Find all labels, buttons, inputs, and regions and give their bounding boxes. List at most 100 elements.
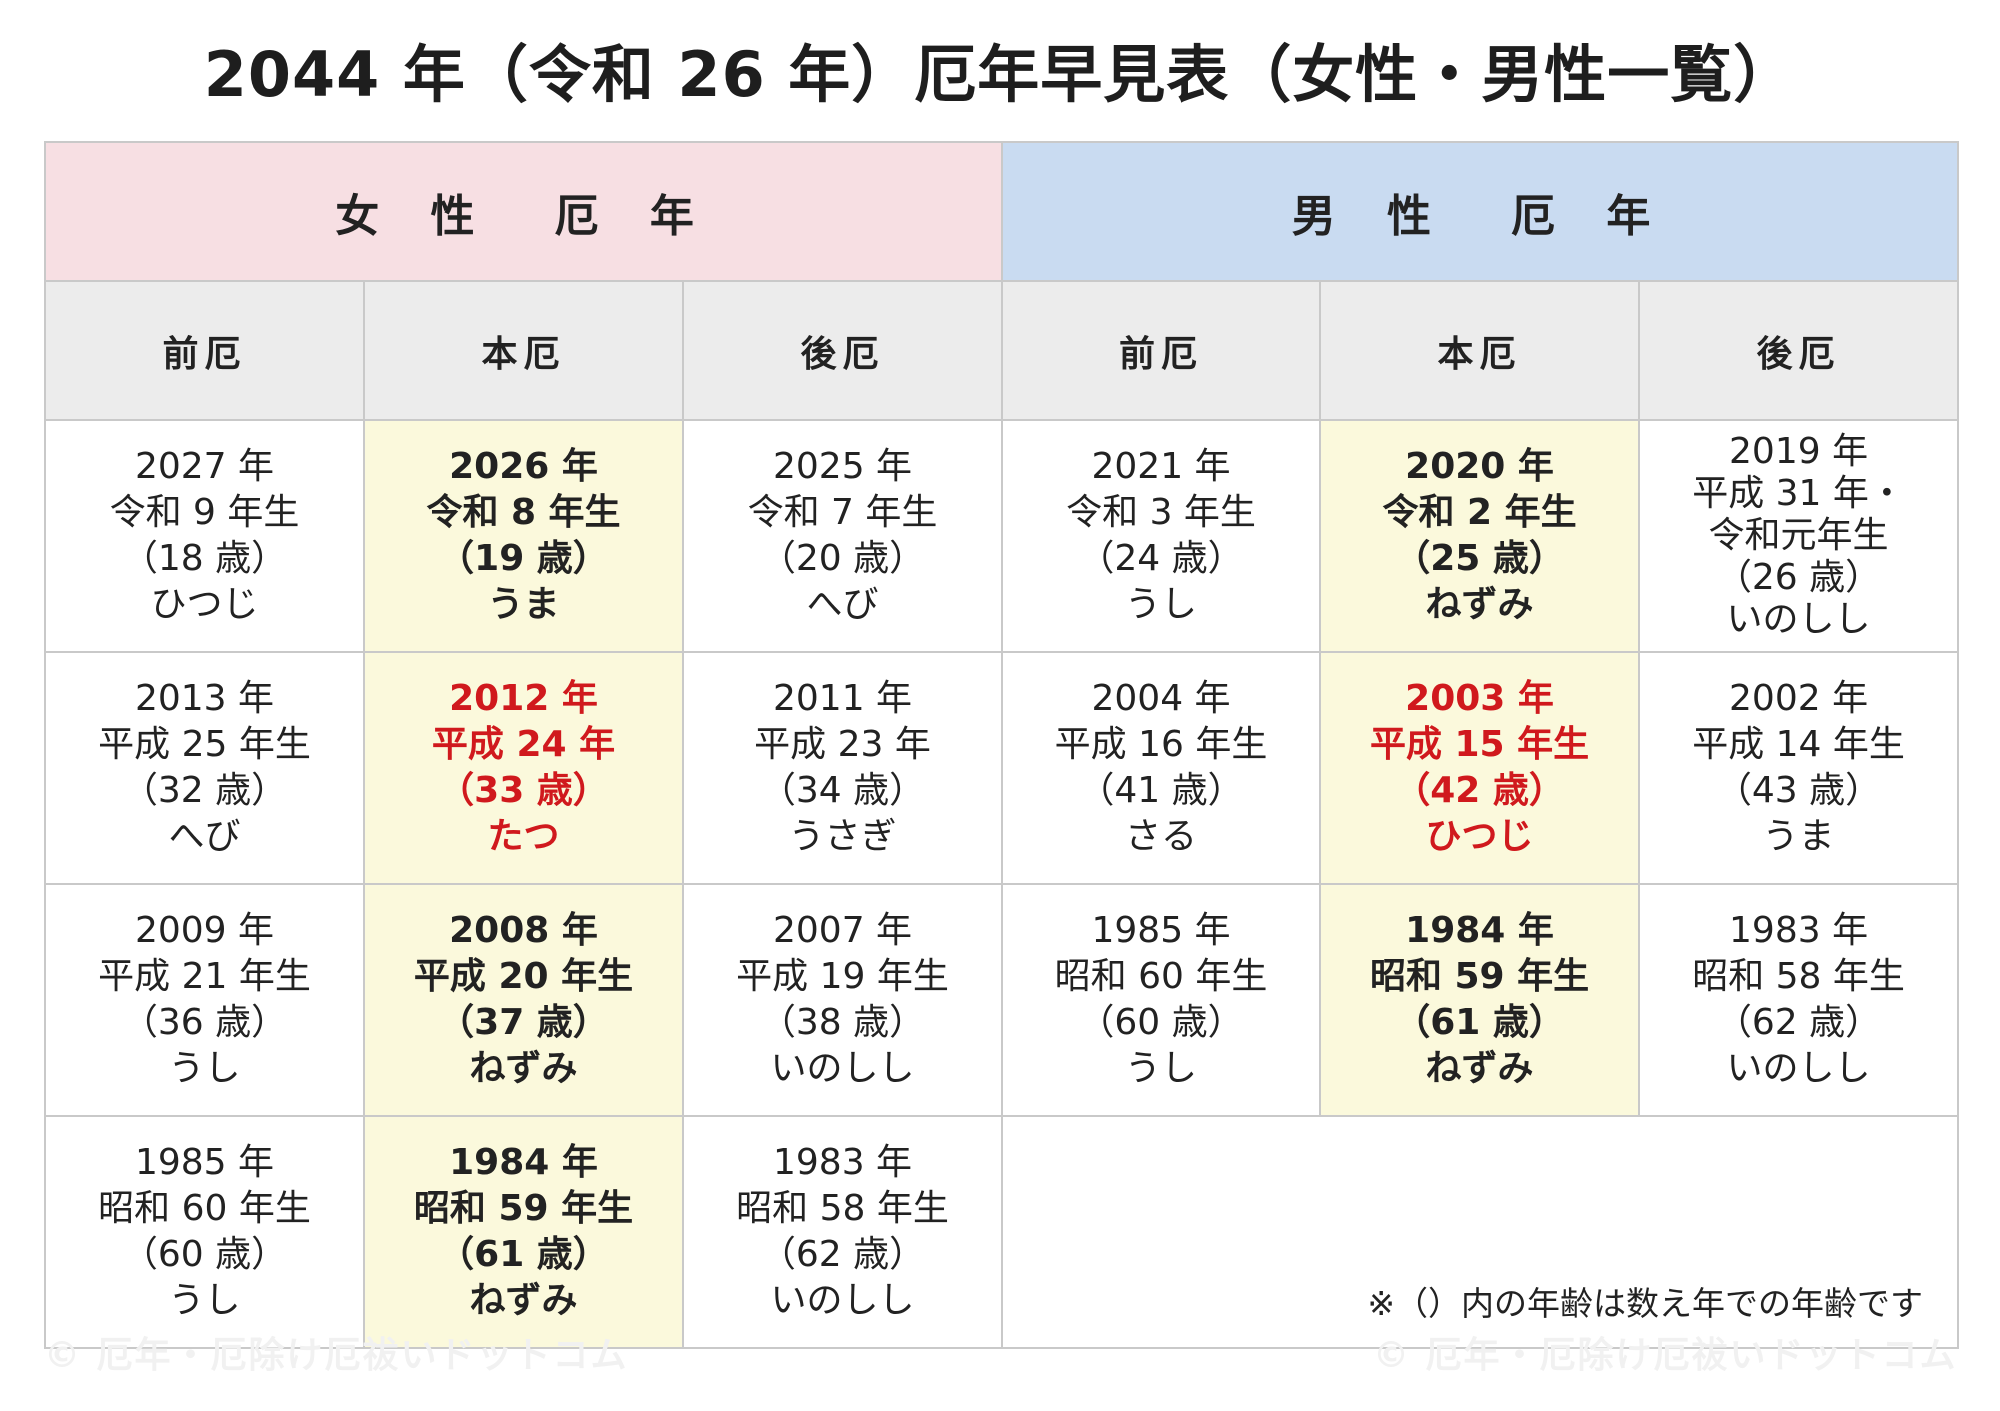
male-honyaku-header: 本厄 — [1319, 280, 1641, 421]
zodiac-text: たつ — [487, 816, 560, 857]
year-text: 2021 年 — [1091, 446, 1231, 487]
birth-era-text: 平成 24 年 — [431, 724, 616, 765]
birth-era-text: 平成 25 年生 — [98, 724, 311, 765]
birth-era-text: 平成 20 年生 — [413, 956, 634, 997]
male-honyaku-cell: 2020 年 令和 2 年生 （25 歳） ねずみ — [1319, 419, 1641, 653]
age-text: （34 歳） — [759, 770, 926, 811]
male-yakudoshi-header: 男 性 厄 年 — [1001, 141, 1960, 282]
birth-era-text: 昭和 60 年生 — [98, 1188, 311, 1229]
birth-era-text: 昭和 58 年生 — [1692, 956, 1905, 997]
age-text: （60 歳） — [1078, 1002, 1244, 1043]
female-maeyaku-cell: 2009 年 平成 21 年生 （36 歳） うし — [44, 883, 365, 1117]
year-text: 2007 年 — [772, 910, 913, 951]
birth-era-text: 令和 7 年生 — [747, 492, 938, 533]
female-atoyaku-cell: 2025 年 令和 7 年生 （20 歳） へび — [681, 419, 1004, 653]
male-maeyaku-cell: 1985 年 昭和 60 年生 （60 歳） うし — [1001, 883, 1322, 1117]
female-atoyaku-cell: 1983 年 昭和 58 年生 （62 歳） いのしし — [681, 1115, 1004, 1349]
male-maeyaku-cell: 2021 年 令和 3 年生 （24 歳） うし — [1001, 419, 1322, 653]
zodiac-text: ねずみ — [1425, 584, 1534, 625]
age-text: （25 歳） — [1394, 538, 1565, 579]
age-text: （41 歳） — [1078, 770, 1244, 811]
age-text: （61 歳） — [1394, 1002, 1565, 1043]
page-title: 2044 年（令和 26 年）厄年早見表（女性・男性一覧） — [203, 38, 1797, 111]
birth-era-text: 昭和 59 年生 — [413, 1188, 634, 1229]
birth-era-text: 令和 2 年生 — [1382, 492, 1577, 533]
table-row: 2013 年 平成 25 年生 （32 歳） へび 2012 年 平成 24 年… — [44, 651, 1960, 885]
year-text: 2008 年 — [449, 910, 598, 951]
year-text: 1983 年 — [1729, 910, 1869, 951]
female-atoyaku-header: 後厄 — [681, 280, 1004, 421]
birth-era-text: 昭和 58 年生 — [736, 1188, 949, 1229]
note-cell: ※（）内の年齢は数え年での年齢です — [1001, 1115, 1960, 1349]
birth-era-text: 平成 15 年生 — [1369, 724, 1590, 765]
year-text: 2002 年 — [1729, 678, 1869, 719]
year-text: 2011 年 — [772, 678, 913, 719]
zodiac-text: いのしし — [1726, 599, 1871, 640]
female-honyaku-header: 本厄 — [363, 280, 684, 421]
birth-era-text: 令和 9 年生 — [109, 492, 300, 533]
zodiac-text: ねずみ — [469, 1280, 578, 1321]
female-yakudoshi-header: 女 性 厄 年 — [43, 141, 1004, 282]
female-maeyaku-cell: 1985 年 昭和 60 年生 （60 歳） うし — [44, 1115, 365, 1349]
female-atoyaku-cell: 2011 年 平成 23 年 （34 歳） うさぎ — [681, 651, 1004, 885]
birth-era-text: 令和元年生 — [1708, 515, 1889, 556]
age-note: ※（）内の年齢は数え年での年齢です — [1367, 1284, 1924, 1323]
age-text: （42 歳） — [1394, 770, 1565, 811]
zodiac-text: ねずみ — [469, 1048, 578, 1089]
age-text: （33 歳） — [438, 770, 609, 811]
zodiac-text: うま — [1762, 816, 1835, 857]
year-text: 2019 年 — [1729, 431, 1869, 472]
year-text: 1983 年 — [772, 1142, 913, 1183]
year-text: 2013 年 — [134, 678, 275, 719]
male-atoyaku-cell: 2019 年 平成 31 年・ 令和元年生 （26 歳） いのしし — [1638, 419, 1960, 653]
watermark: © 厄年・厄除け厄祓いドットコム — [44, 1335, 629, 1376]
zodiac-text: ひつじ — [150, 584, 259, 625]
year-text: 1985 年 — [1091, 910, 1231, 951]
female-taiyaku-cell: 2012 年 平成 24 年 （33 歳） たつ — [363, 651, 684, 885]
age-text: （38 歳） — [759, 1002, 926, 1043]
male-atoyaku-cell: 1983 年 昭和 58 年生 （62 歳） いのしし — [1638, 883, 1960, 1117]
year-text: 1984 年 — [1405, 910, 1554, 951]
age-text: （26 歳） — [1715, 557, 1882, 598]
zodiac-text: ひつじ — [1425, 816, 1534, 857]
male-atoyaku-cell: 2002 年 平成 14 年生 （43 歳） うま — [1638, 651, 1960, 885]
age-text: （18 歳） — [121, 538, 288, 579]
birth-era-text: 平成 23 年 — [754, 724, 931, 765]
zodiac-text: うし — [168, 1280, 241, 1321]
female-atoyaku-cell: 2007 年 平成 19 年生 （38 歳） いのしし — [681, 883, 1004, 1117]
yakudoshi-table: 女 性 厄 年 男 性 厄 年 前厄 本厄 後厄 前厄 本厄 後厄 2027 年… — [43, 141, 1960, 1349]
birth-era-text: 平成 21 年生 — [98, 956, 311, 997]
year-text: 2009 年 — [134, 910, 275, 951]
zodiac-text: うし — [168, 1048, 241, 1089]
age-text: （60 歳） — [121, 1234, 288, 1275]
zodiac-text: へび — [168, 816, 241, 857]
age-text: （19 歳） — [438, 538, 609, 579]
age-text: （62 歳） — [1715, 1002, 1882, 1043]
table-row: 2009 年 平成 21 年生 （36 歳） うし 2008 年 平成 20 年… — [44, 883, 1960, 1117]
zodiac-text: いのしし — [770, 1048, 915, 1089]
birth-era-text: 平成 14 年生 — [1692, 724, 1905, 765]
year-text: 2003 年 — [1405, 678, 1554, 719]
zodiac-text: いのしし — [1726, 1048, 1871, 1089]
zodiac-text: うま — [487, 584, 560, 625]
zodiac-text: うさぎ — [788, 816, 897, 857]
age-text: （37 歳） — [438, 1002, 609, 1043]
female-honyaku-cell: 2008 年 平成 20 年生 （37 歳） ねずみ — [363, 883, 684, 1117]
birth-era-text: 平成 31 年・ — [1692, 473, 1905, 514]
birth-era-text: 平成 19 年生 — [736, 956, 949, 997]
year-text: 2026 年 — [449, 446, 598, 487]
year-text: 2004 年 — [1091, 678, 1231, 719]
age-text: （32 歳） — [121, 770, 288, 811]
female-maeyaku-cell: 2013 年 平成 25 年生 （32 歳） へび — [44, 651, 365, 885]
age-text: （24 歳） — [1078, 538, 1244, 579]
zodiac-text: うし — [1125, 1048, 1198, 1089]
female-maeyaku-header: 前厄 — [44, 280, 365, 421]
female-honyaku-cell: 1984 年 昭和 59 年生 （61 歳） ねずみ — [363, 1115, 684, 1349]
year-text: 2027 年 — [134, 446, 275, 487]
birth-era-text: 平成 16 年生 — [1054, 724, 1268, 765]
zodiac-text: いのしし — [770, 1280, 915, 1321]
year-text: 2020 年 — [1405, 446, 1554, 487]
age-text: （20 歳） — [759, 538, 926, 579]
year-text: 1984 年 — [449, 1142, 598, 1183]
table-row: 1985 年 昭和 60 年生 （60 歳） うし 1984 年 昭和 59 年… — [44, 1115, 1960, 1349]
